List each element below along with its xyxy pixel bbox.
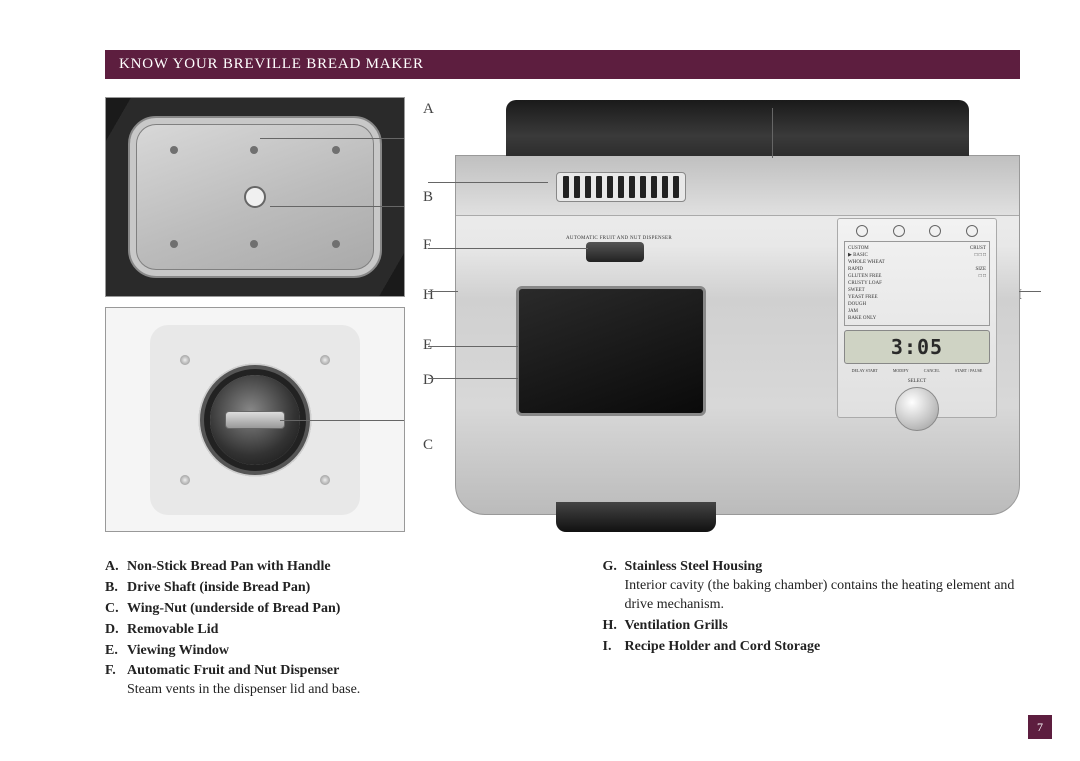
shaft-base [150, 325, 360, 515]
legend-item: E.Viewing Window [105, 642, 523, 661]
legend-letter: I. [603, 638, 625, 657]
legend-text: Wing-Nut (underside of Bread Pan) [127, 600, 340, 619]
legend-text: Drive Shaft (inside Bread Pan) [127, 579, 310, 598]
legend-left-col: A.Non-Stick Bread Pan with HandleB.Drive… [105, 558, 523, 702]
bread-pan-inner [128, 116, 382, 278]
panel-btn-label: START / PAUSE [955, 368, 982, 373]
status-icon [856, 225, 868, 237]
page-number: 7 [1028, 715, 1052, 739]
front-handle [556, 502, 716, 532]
wing-nut-icon [225, 411, 285, 429]
pan-drive-hub [244, 186, 266, 208]
legend-text: Removable Lid [127, 621, 218, 640]
panel-button-row: DELAY START MODIFY CANCEL START / PAUSE [844, 368, 990, 373]
status-icon [966, 225, 978, 237]
callout-C: C [423, 437, 433, 454]
main-device-figure: I G H AUTOMATIC FRUIT AND NUT DISPENSER [455, 97, 1020, 532]
legend-text: Viewing Window [127, 642, 229, 661]
legend-item: D.Removable Lid [105, 621, 523, 640]
legend-item: A.Non-Stick Bread Pan with Handle [105, 558, 523, 577]
legend-text: Stainless Steel HousingInterior cavity (… [625, 558, 1021, 615]
legend-letter: B. [105, 579, 127, 598]
legend-text: Ventilation Grills [625, 617, 728, 636]
figures-row: A B F H E D C I G H AUTOMATIC FR [105, 97, 1020, 532]
mid-callout-letters: A B F H E D C [415, 97, 445, 532]
legend-text: Recipe Holder and Cord Storage [625, 638, 821, 657]
legend-text: Automatic Fruit and Nut DispenserSteam v… [127, 662, 360, 700]
top-slope [456, 156, 1019, 216]
legend: A.Non-Stick Bread Pan with HandleB.Drive… [105, 558, 1020, 702]
viewing-window [516, 286, 706, 416]
callout-F: F [423, 237, 431, 254]
legend-letter: C. [105, 600, 127, 619]
bread-pan-figure [105, 97, 405, 297]
panel-menu-list: CUSTOMCRUST ▶ BASIC□ □ □ WHOLE WHEAT RAP… [844, 241, 990, 326]
manual-page: KNOW YOUR BREVILLE BREAD MAKER [0, 0, 1080, 761]
legend-right-col: G.Stainless Steel HousingInterior cavity… [603, 558, 1021, 702]
lcd-display: 3:05 [844, 330, 990, 364]
callout-A: A [423, 101, 434, 118]
legend-letter: H. [603, 617, 625, 636]
panel-btn-label: MODIFY [893, 368, 909, 373]
panel-btn-label: DELAY START [852, 368, 878, 373]
legend-item: I.Recipe Holder and Cord Storage [603, 638, 1021, 657]
callout-D: D [423, 372, 434, 389]
dispenser-latch [586, 242, 644, 262]
drive-shaft-figure [105, 307, 405, 532]
ventilation-grill [556, 172, 686, 202]
page-title-bar: KNOW YOUR BREVILLE BREAD MAKER [105, 50, 1020, 79]
legend-item: G.Stainless Steel HousingInterior cavity… [603, 558, 1021, 615]
legend-text: Non-Stick Bread Pan with Handle [127, 558, 331, 577]
control-panel: CUSTOMCRUST ▶ BASIC□ □ □ WHOLE WHEAT RAP… [837, 218, 997, 418]
legend-letter: E. [105, 642, 127, 661]
legend-item: F.Automatic Fruit and Nut DispenserSteam… [105, 662, 523, 700]
legend-letter: D. [105, 621, 127, 640]
legend-item: B.Drive Shaft (inside Bread Pan) [105, 579, 523, 598]
status-icon [929, 225, 941, 237]
dial-label: SELECT [844, 379, 990, 384]
dispenser-label-text: AUTOMATIC FRUIT AND NUT DISPENSER [566, 236, 672, 241]
select-dial [895, 387, 939, 431]
bread-maker-body: AUTOMATIC FRUIT AND NUT DISPENSER CUSTOM… [455, 155, 1020, 515]
panel-btn-label: CANCEL [924, 368, 940, 373]
left-figure-column [105, 97, 405, 532]
legend-item: H.Ventilation Grills [603, 617, 1021, 636]
status-icon [893, 225, 905, 237]
legend-item: C.Wing-Nut (underside of Bread Pan) [105, 600, 523, 619]
removable-lid [506, 100, 969, 160]
callout-B: B [423, 189, 433, 206]
panel-status-icons [844, 225, 990, 237]
callout-H-left: H [423, 287, 434, 304]
legend-letter: G. [603, 558, 625, 615]
legend-letter: A. [105, 558, 127, 577]
legend-letter: F. [105, 662, 127, 700]
